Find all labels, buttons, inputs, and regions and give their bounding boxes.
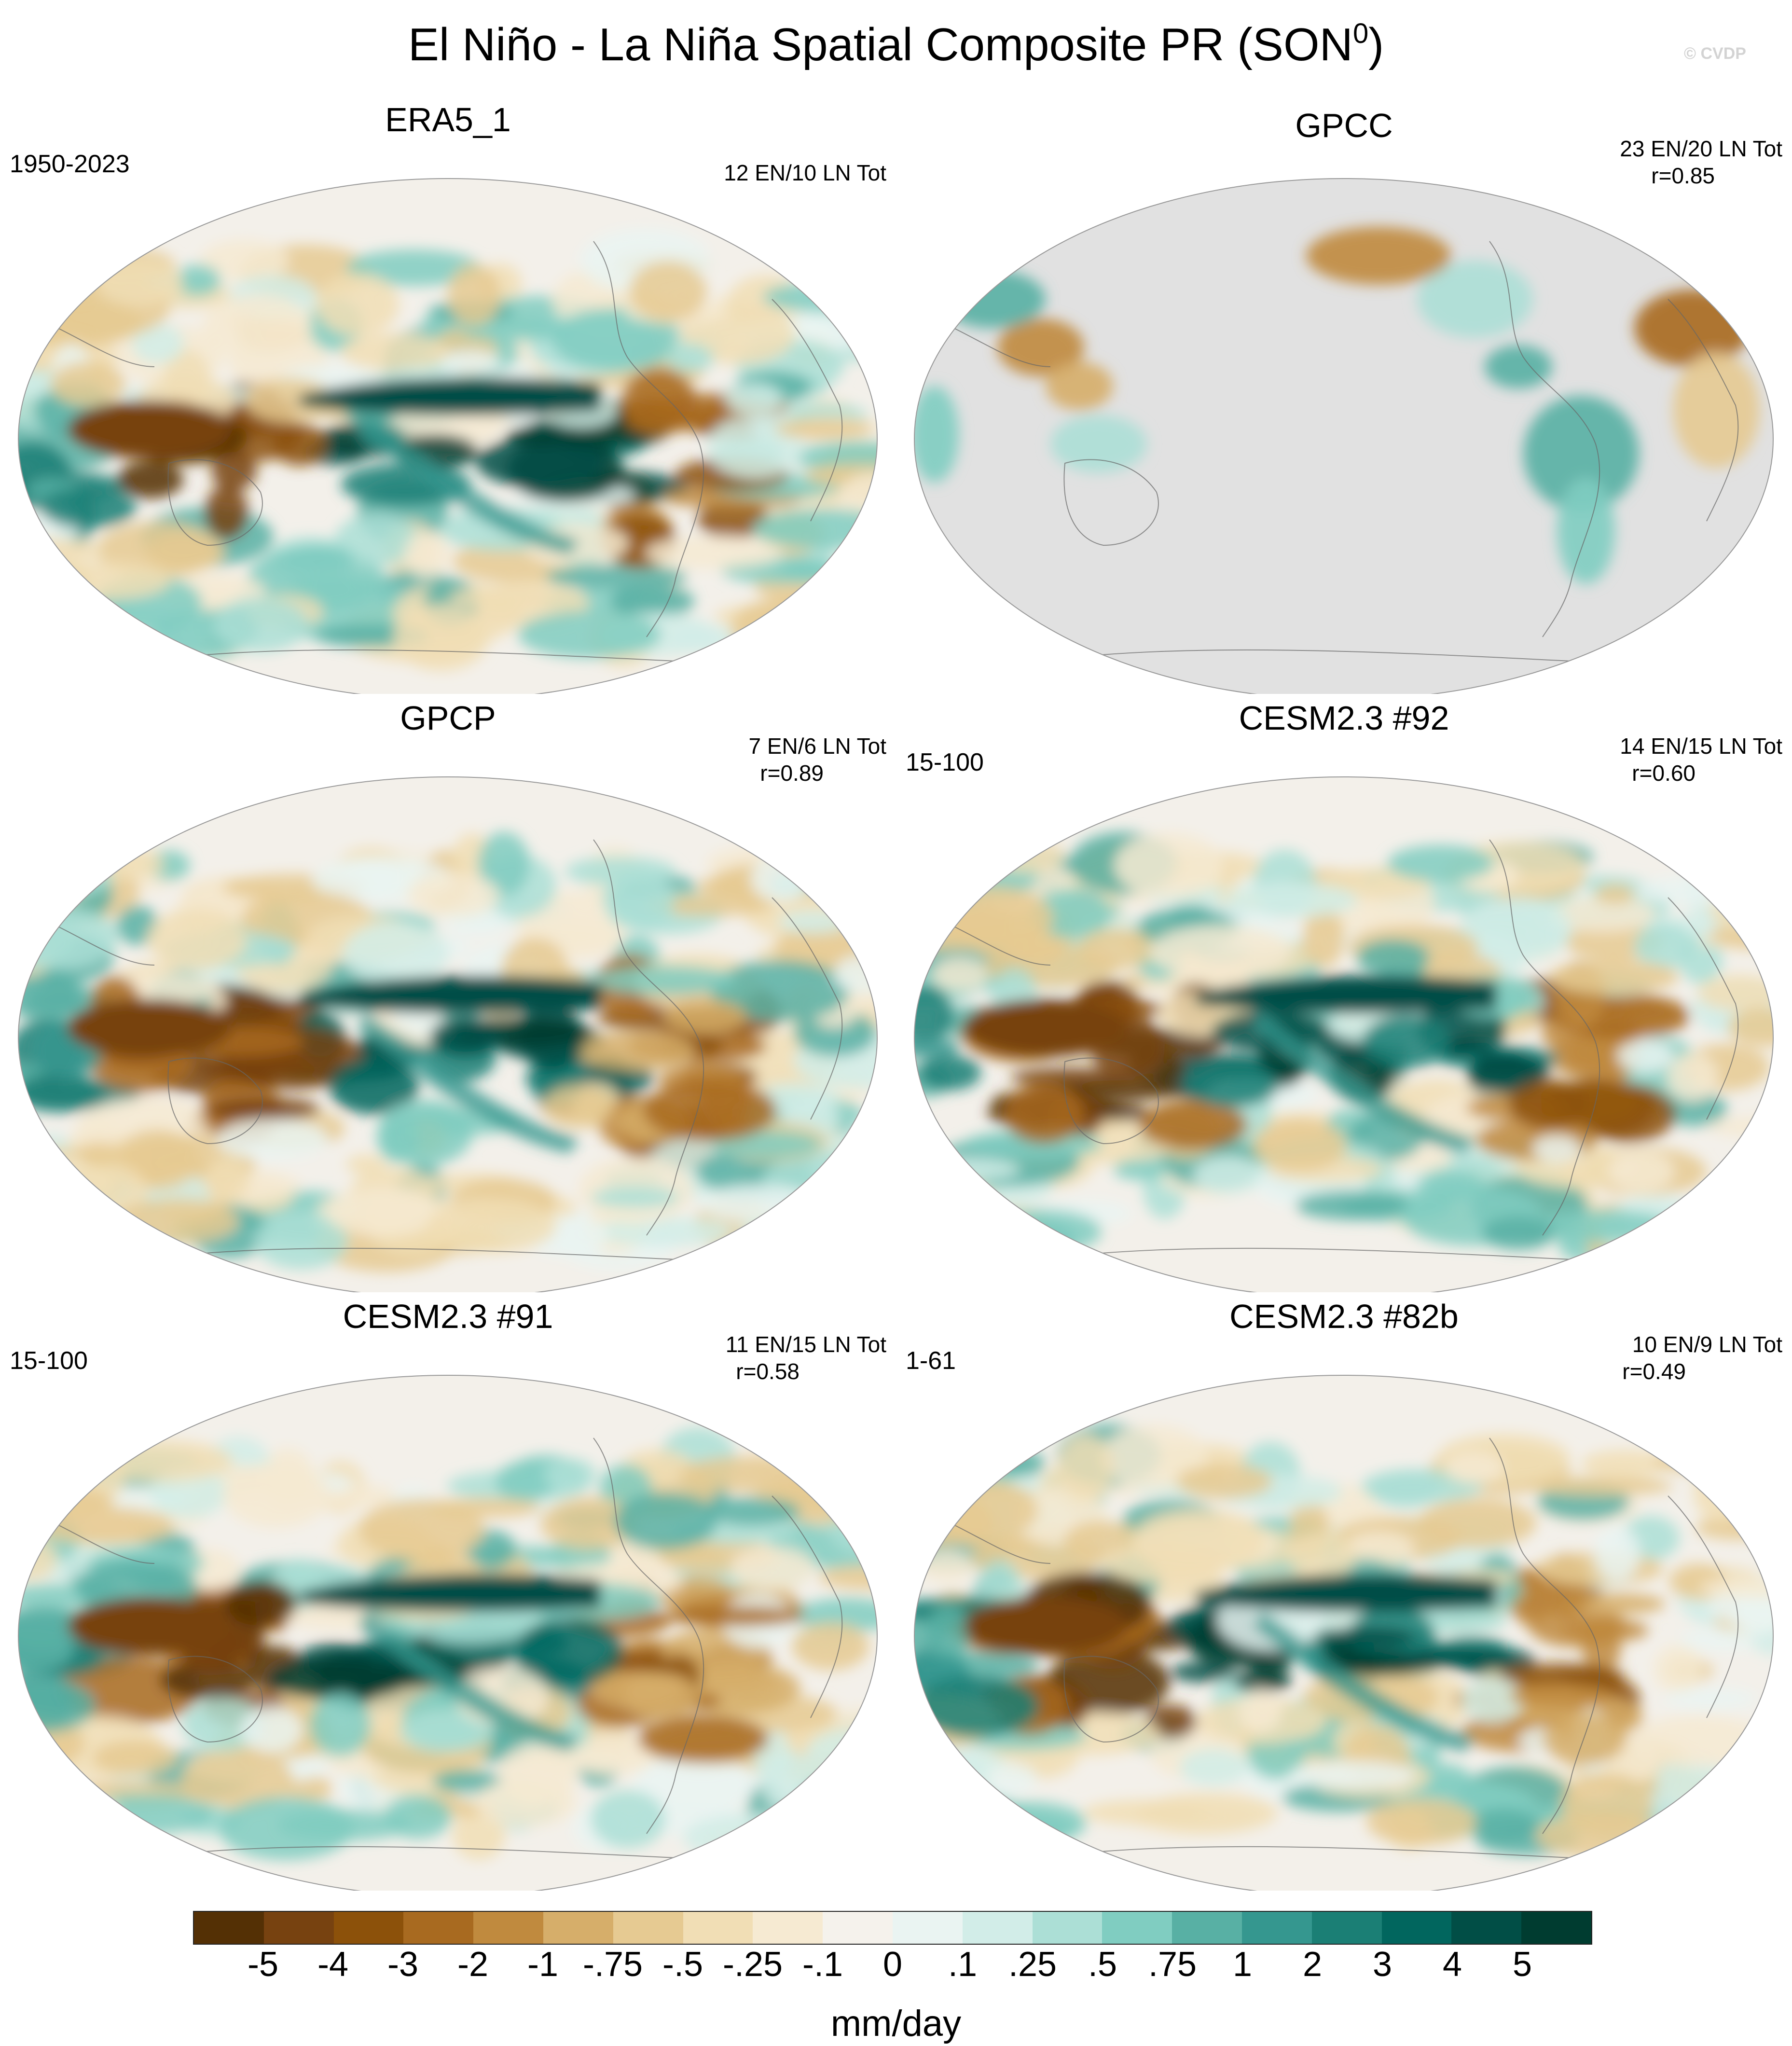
colorbar-swatch: [1311, 1912, 1382, 1944]
period-label: 1950-2023: [10, 150, 130, 178]
colorbar-tick-label: 5: [1512, 1945, 1532, 1984]
pattern-correlation: r=0.60: [1632, 760, 1696, 786]
colorbar-tick-label: -.5: [662, 1945, 703, 1984]
colorbar-tick-label: -.1: [802, 1945, 843, 1984]
period-label: 15-100: [906, 748, 984, 776]
composite-stats: 11 EN/15 LN Tot r=0.58: [726, 1331, 886, 1385]
colorbar-swatch: [1451, 1912, 1522, 1944]
map-panel-cesm-91: CESM2.3 #91 15-100 11 EN/15 LN Tot r=0.5…: [0, 1293, 896, 1891]
map-panel-gpcc: GPCC 23 EN/20 LN Tot r=0.85: [896, 97, 1792, 694]
colorbar-tick-label: 0: [882, 1945, 903, 1984]
panel-title: GPCP: [400, 699, 496, 737]
colorbar-swatch: [1172, 1912, 1242, 1944]
colorbar-tick-label: -1: [527, 1945, 559, 1984]
precip-composite-map: [18, 1375, 878, 1891]
composite-stats: 12 EN/10 LN Tot: [724, 159, 886, 186]
colorbar-swatch: [1102, 1912, 1172, 1944]
colorbar-tick-label: 2: [1302, 1945, 1323, 1984]
colorbar-tick-label: .25: [1008, 1945, 1057, 1984]
panel-title: GPCC: [1295, 107, 1393, 144]
figure-title: El Niño - La Niña Spatial Composite PR (…: [408, 18, 1384, 70]
colorbar-swatch: [823, 1912, 893, 1944]
colorbar-swatch: [194, 1912, 264, 1944]
period-label: 1-61: [906, 1347, 956, 1375]
colorbar-units: mm/day: [830, 2003, 962, 2044]
colorbar-tick-label: -3: [387, 1945, 419, 1984]
panel-title: CESM2.3 #91: [343, 1298, 553, 1335]
colorbar-swatch: [473, 1912, 543, 1944]
panel-title: ERA5_1: [385, 101, 511, 138]
composite-count: 10 EN/9 LN Tot: [1632, 1332, 1782, 1357]
composite-count: 7 EN/6 LN Tot: [748, 733, 886, 759]
pattern-correlation: r=0.49: [1622, 1359, 1686, 1384]
map-panel-cesm-92: CESM2.3 #92 15-100 14 EN/15 LN Tot r=0.6…: [896, 695, 1792, 1292]
colorbar-swatch: [1032, 1912, 1103, 1944]
colorbar-swatch: [403, 1912, 474, 1944]
colorbar: [193, 1911, 1592, 1945]
precip-composite-map: [914, 178, 1774, 694]
colorbar-swatch: [543, 1912, 613, 1944]
map-panel-cesm-82b: CESM2.3 #82b 1-61 10 EN/9 LN Tot r=0.49: [896, 1293, 1792, 1891]
colorbar-swatch: [962, 1912, 1033, 1944]
precip-composite-map: [18, 776, 878, 1292]
precip-composite-map: [18, 178, 878, 694]
colorbar-tick-label: -2: [457, 1945, 489, 1984]
map-panel-era5: ERA5_1 1950-2023 12 EN/10 LN Tot: [0, 97, 896, 694]
composite-count: 23 EN/20 LN Tot: [1620, 136, 1782, 161]
composite-count: 14 EN/15 LN Tot: [1620, 733, 1782, 759]
panel-title: CESM2.3 #92: [1239, 699, 1449, 737]
composite-stats: 10 EN/9 LN Tot r=0.49: [1622, 1331, 1782, 1385]
colorbar-swatch: [892, 1912, 963, 1944]
colorbar-swatch: [333, 1912, 404, 1944]
precip-composite-map: [914, 1375, 1774, 1891]
colorbar-tick-label: .75: [1148, 1945, 1197, 1984]
period-label: 15-100: [10, 1347, 88, 1375]
colorbar-tick-label: 1: [1232, 1945, 1253, 1984]
pattern-correlation: r=0.85: [1651, 163, 1715, 188]
colorbar-tick-label: .1: [948, 1945, 978, 1984]
colorbar-tick-label: 3: [1372, 1945, 1392, 1984]
colorbar-swatch: [1521, 1912, 1591, 1944]
pattern-correlation: r=0.58: [736, 1359, 800, 1384]
composite-count: 12 EN/10 LN Tot: [724, 160, 886, 185]
map-panel-gpcp: GPCP 7 EN/6 LN Tot r=0.89: [0, 695, 896, 1292]
colorbar-swatch: [753, 1912, 823, 1944]
pattern-correlation: r=0.89: [760, 760, 824, 786]
panel-title: CESM2.3 #82b: [1229, 1298, 1459, 1335]
precip-composite-map: [914, 776, 1774, 1292]
colorbar-tick-label: -.75: [582, 1945, 643, 1984]
colorbar-tick-label: 4: [1442, 1945, 1462, 1984]
colorbar-tick-label: -5: [247, 1945, 279, 1984]
composite-count: 11 EN/15 LN Tot: [725, 1332, 886, 1357]
colorbar-tick-label: -.25: [722, 1945, 783, 1984]
colorbar-swatch: [1241, 1912, 1312, 1944]
watermark: © CVDP: [1684, 44, 1746, 63]
colorbar-tick-label: -4: [317, 1945, 349, 1984]
colorbar-swatch: [683, 1912, 753, 1944]
composite-stats: 23 EN/20 LN Tot r=0.85: [1620, 135, 1782, 189]
composite-stats: 14 EN/15 LN Tot r=0.60: [1620, 733, 1782, 787]
colorbar-tick-label: .5: [1088, 1945, 1117, 1984]
colorbar-swatch: [613, 1912, 683, 1944]
composite-stats: 7 EN/6 LN Tot r=0.89: [748, 733, 886, 787]
colorbar-swatch: [263, 1912, 334, 1944]
colorbar-swatch: [1381, 1912, 1452, 1944]
